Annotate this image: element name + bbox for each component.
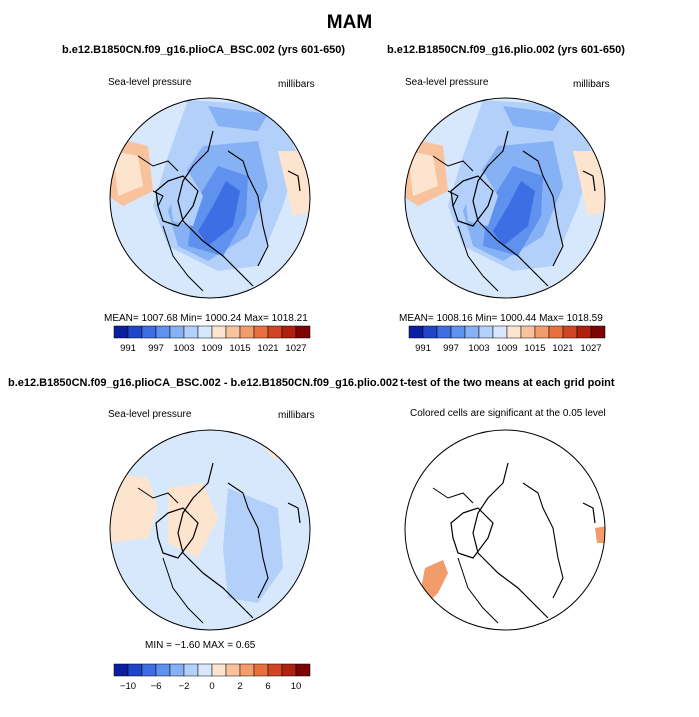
colorbar-tick-label: 1003 <box>468 343 489 354</box>
colorbar-tick-label: 1015 <box>524 343 545 354</box>
colorbar-swatch <box>281 325 297 339</box>
colorbar-swatch <box>281 663 297 677</box>
colorbar-top-right: 991997100310091015102110271033 <box>408 325 606 354</box>
colorbar-tick-label: 991 <box>415 343 431 354</box>
colorbar-swatch <box>450 325 466 339</box>
stats-top-right: MEAN= 1008.16 Min= 1000.44 Max= 1018.59 <box>399 313 603 324</box>
colorbar-tick-label: 10 <box>291 681 302 692</box>
colorbar-swatch <box>197 325 213 339</box>
colorbar-tick-label: 6 <box>265 681 270 692</box>
colorbar-tick-label: 997 <box>148 343 164 354</box>
colorbar-swatch <box>506 325 522 339</box>
colorbar-swatch <box>127 663 143 677</box>
colorbar-swatch <box>436 325 452 339</box>
colorbar-swatch <box>169 663 185 677</box>
panel-label-bottom-right: Colored cells are significant at the 0.0… <box>410 408 606 419</box>
panel-label-bottom-left: Sea-level pressure <box>108 409 192 420</box>
colorbar-swatch <box>295 663 311 677</box>
colorbar-swatch <box>141 663 157 677</box>
colorbar-swatch <box>422 325 438 339</box>
colorbar-swatch <box>464 325 480 339</box>
colorbar-tick-label: 0 <box>209 681 214 692</box>
colorbar-tick-label: 1009 <box>496 343 517 354</box>
colorbar-swatch <box>478 325 494 339</box>
panel-label-top-right: Sea-level pressure <box>405 77 489 88</box>
stats-top-left: MEAN= 1007.68 Min= 1000.24 Max= 1018.21 <box>104 313 308 324</box>
map-top-left <box>109 97 311 299</box>
figure-title: MAM <box>326 12 373 33</box>
panel-title-bottom-left: b.e12.B1850CN.f09_g16.plioCA_BSC.002 - b… <box>8 377 399 389</box>
colorbar-tick-label: 1021 <box>257 343 278 354</box>
panel-units-top-right: millibars <box>573 79 610 90</box>
colorbar-swatch <box>492 325 508 339</box>
panel-units-top-left: millibars <box>278 79 315 90</box>
colorbar-tick-label: 1009 <box>201 343 222 354</box>
colorbar-swatch <box>155 663 171 677</box>
colorbar-swatch <box>197 663 213 677</box>
colorbar-swatch <box>590 325 606 339</box>
colorbar-swatch <box>548 325 564 339</box>
colorbar-swatch <box>408 325 424 339</box>
panel-title-bottom-right: t-test of the two means at each grid poi… <box>400 377 615 389</box>
colorbar-swatch <box>253 325 269 339</box>
colorbar-swatch <box>183 325 199 339</box>
colorbar-swatch <box>239 663 255 677</box>
colorbar-swatch <box>295 325 311 339</box>
colorbar-tick-label: 997 <box>443 343 459 354</box>
colorbar-top-left: 991997100310091015102110271033 <box>113 325 311 354</box>
panel-title-top-left: b.e12.B1850CN.f09_g16.plioCA_BSC.002 (yr… <box>62 44 346 56</box>
colorbar-swatch <box>169 325 185 339</box>
colorbar-swatch <box>211 663 227 677</box>
colorbar-swatch <box>534 325 550 339</box>
colorbar-tick-label: 1003 <box>173 343 194 354</box>
colorbar-tick-label: 2 <box>237 681 242 692</box>
colorbar-swatch <box>225 663 241 677</box>
panel-label-top-left: Sea-level pressure <box>108 77 192 88</box>
colorbar-swatch <box>155 325 171 339</box>
colorbar-swatch <box>141 325 157 339</box>
colorbar-bottom-left: −10 −6 −2 0 2 6 10 <box>113 663 311 692</box>
colorbar-tick-label: 1021 <box>552 343 573 354</box>
colorbar-tick-label: 1015 <box>229 343 250 354</box>
colorbar-swatch <box>127 325 143 339</box>
colorbar-swatch <box>211 325 227 339</box>
colorbar-swatch <box>562 325 578 339</box>
colorbar-tick-label: −10 <box>120 681 136 692</box>
colorbar-swatch <box>113 663 129 677</box>
map-bottom-right <box>404 429 606 631</box>
panel-units-bottom-left: millibars <box>278 410 315 421</box>
stats-bottom-left: MIN = −1.60 MAX = 0.65 <box>145 640 256 651</box>
map-bottom-left <box>109 429 311 631</box>
colorbar-swatch <box>520 325 536 339</box>
panel-title-top-right: b.e12.B1850CN.f09_g16.plio.002 (yrs 601-… <box>387 44 625 56</box>
colorbar-tick-label: −2 <box>179 681 190 692</box>
colorbar-swatch <box>267 663 283 677</box>
colorbar-swatch <box>576 325 592 339</box>
colorbar-swatch <box>225 325 241 339</box>
map-top-right <box>404 97 606 299</box>
colorbar-swatch <box>239 325 255 339</box>
colorbar-swatch <box>267 325 283 339</box>
colorbar-tick-label: 991 <box>120 343 136 354</box>
colorbar-swatch <box>183 663 199 677</box>
colorbar-swatch <box>113 325 129 339</box>
colorbar-swatch <box>253 663 269 677</box>
colorbar-tick-label: 1027 <box>285 343 306 354</box>
colorbar-tick-label: 1027 <box>580 343 601 354</box>
colorbar-tick-label: −6 <box>151 681 162 692</box>
